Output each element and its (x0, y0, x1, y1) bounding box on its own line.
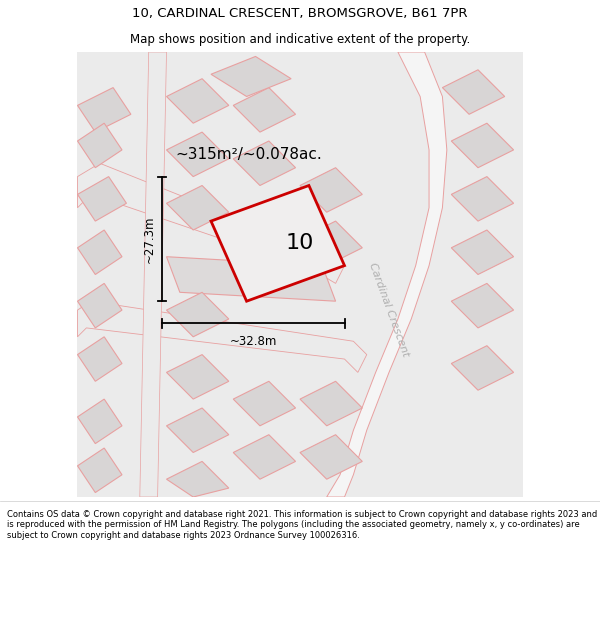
Polygon shape (300, 381, 362, 426)
Polygon shape (77, 177, 127, 221)
Polygon shape (77, 399, 122, 444)
Polygon shape (77, 448, 122, 493)
Text: ~27.3m: ~27.3m (142, 215, 155, 262)
Polygon shape (167, 292, 229, 337)
Polygon shape (77, 230, 122, 274)
Polygon shape (233, 435, 296, 479)
Polygon shape (233, 141, 296, 186)
Polygon shape (167, 354, 229, 399)
Polygon shape (211, 186, 344, 301)
Polygon shape (442, 70, 505, 114)
Polygon shape (167, 132, 229, 177)
Polygon shape (77, 301, 367, 372)
Polygon shape (167, 461, 229, 497)
Polygon shape (451, 346, 514, 390)
Polygon shape (451, 283, 514, 328)
Polygon shape (167, 257, 335, 301)
Polygon shape (326, 52, 447, 497)
Polygon shape (167, 79, 229, 123)
Text: 10, CARDINAL CRESCENT, BROMSGROVE, B61 7PR: 10, CARDINAL CRESCENT, BROMSGROVE, B61 7… (132, 6, 468, 19)
Polygon shape (211, 56, 291, 96)
Polygon shape (77, 283, 122, 328)
Text: 10: 10 (286, 233, 314, 253)
Text: Map shows position and indicative extent of the property.: Map shows position and indicative extent… (130, 32, 470, 46)
Polygon shape (233, 381, 296, 426)
Polygon shape (77, 163, 344, 283)
Polygon shape (77, 123, 122, 168)
Polygon shape (451, 230, 514, 274)
Polygon shape (77, 88, 131, 132)
Polygon shape (300, 168, 362, 212)
Polygon shape (140, 52, 167, 497)
Polygon shape (451, 177, 514, 221)
Polygon shape (77, 337, 122, 381)
Polygon shape (233, 88, 296, 132)
Polygon shape (300, 435, 362, 479)
Text: ~32.8m: ~32.8m (230, 334, 277, 348)
Polygon shape (300, 221, 362, 266)
Text: ~315m²/~0.078ac.: ~315m²/~0.078ac. (175, 147, 322, 162)
Polygon shape (451, 123, 514, 168)
Text: Cardinal Crescent: Cardinal Crescent (367, 262, 410, 359)
Text: Contains OS data © Crown copyright and database right 2021. This information is : Contains OS data © Crown copyright and d… (7, 510, 598, 539)
Polygon shape (77, 52, 523, 497)
Polygon shape (167, 408, 229, 452)
Polygon shape (167, 186, 229, 230)
